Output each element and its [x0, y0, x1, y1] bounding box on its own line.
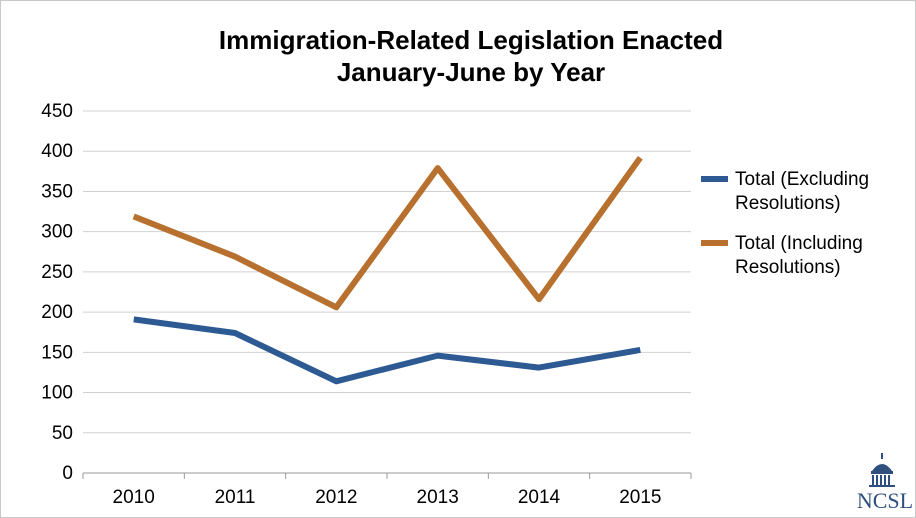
chart-title-line-2: January-June by Year	[337, 57, 605, 87]
y-tick-label: 50	[52, 423, 73, 444]
y-tick-label: 100	[41, 383, 73, 404]
x-tick-label: 2012	[315, 487, 357, 508]
y-tick-label: 0	[62, 463, 73, 484]
y-tick-label: 150	[41, 342, 73, 363]
y-tick-label: 450	[41, 101, 73, 122]
x-tick-label: 2014	[518, 487, 561, 508]
x-tick-label: 2011	[215, 487, 256, 508]
y-tick-label: 350	[41, 181, 73, 202]
y-axis: 0 50 100 150 200 250 300 350 400 450	[41, 101, 73, 484]
y-tick-label: 250	[41, 262, 73, 283]
chart-title: Immigration-Related Legislation Enacted …	[219, 25, 723, 87]
x-axis: 2010 2011 2012 2013 2014 2015	[82, 472, 692, 508]
ncsl-logo: NCSL	[857, 453, 913, 513]
series-lines	[132, 155, 643, 385]
series-line-including	[132, 155, 643, 311]
ncsl-logo-text: NCSL	[857, 488, 913, 513]
gridlines	[83, 110, 691, 434]
y-tick-label: 300	[41, 222, 73, 243]
legend-label-including-line-1: Total (Including	[735, 233, 863, 254]
capitol-dome-icon	[869, 453, 895, 487]
legend-label-excluding-line-1: Total (Excluding	[735, 169, 869, 190]
y-tick-label: 400	[41, 141, 73, 162]
x-tick-label: 2010	[113, 487, 155, 508]
legend: Total (Excluding Resolutions) Total (Inc…	[701, 169, 869, 278]
series-line-excluding	[133, 316, 641, 385]
x-tick-label: 2013	[417, 487, 459, 508]
x-tick-label: 2015	[619, 487, 661, 508]
legend-label-excluding-line-2: Resolutions)	[735, 193, 841, 214]
chart-title-line-1: Immigration-Related Legislation Enacted	[219, 25, 723, 55]
y-tick-label: 200	[41, 302, 73, 323]
legend-label-including-line-2: Resolutions)	[735, 257, 841, 278]
